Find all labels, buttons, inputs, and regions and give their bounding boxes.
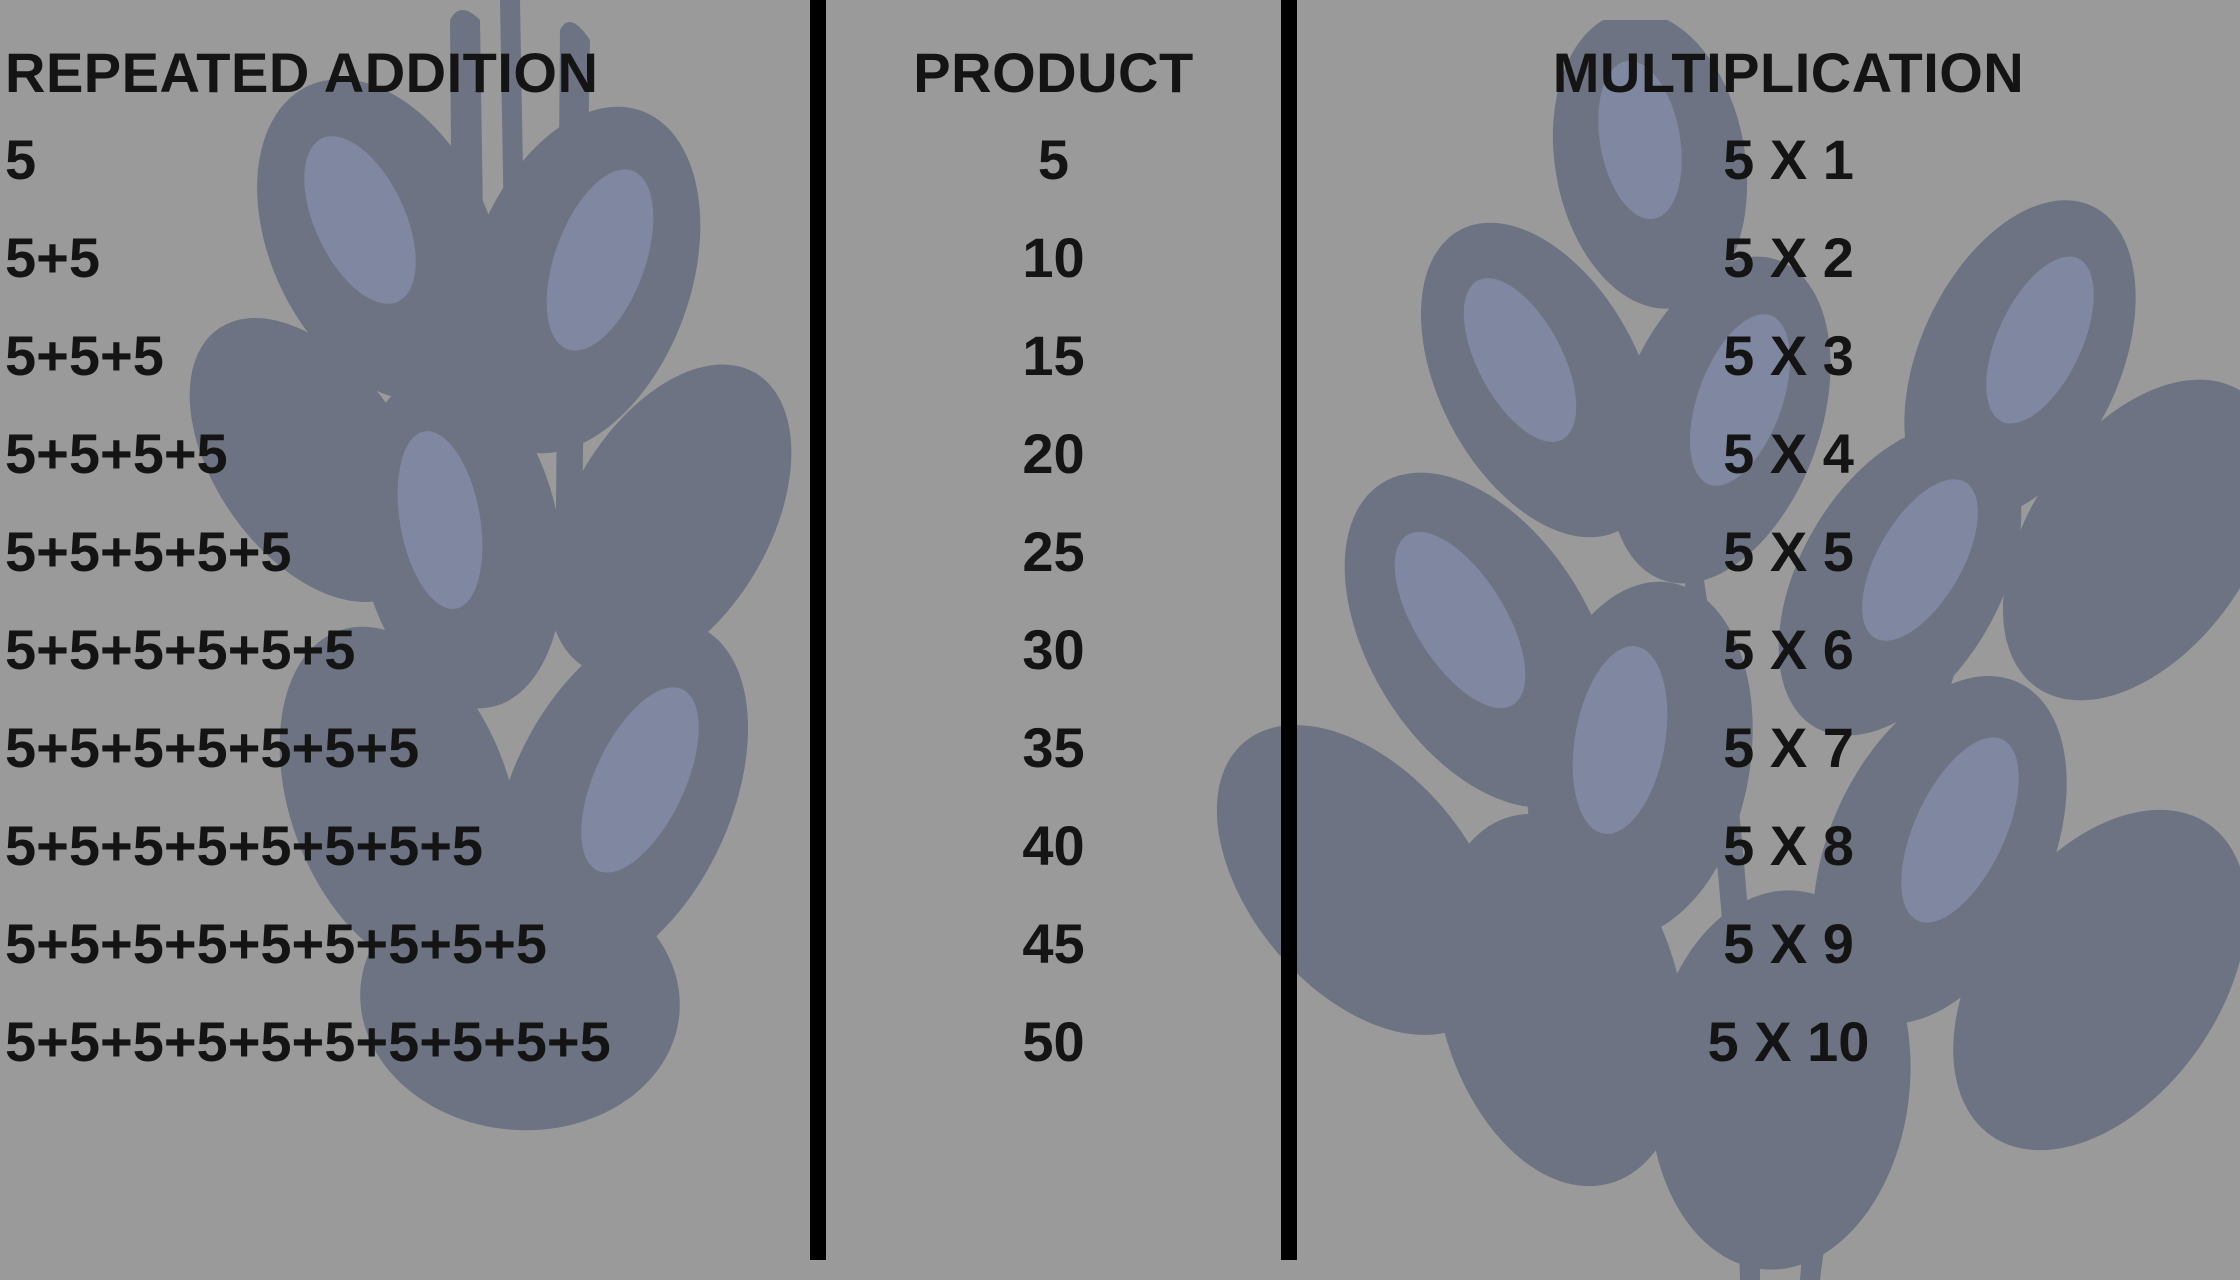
multiplication-row: 5 X 2 (1337, 209, 2240, 307)
product-row: 10 (826, 209, 1281, 307)
header-addition: REPEATED ADDITION (5, 40, 810, 105)
product-row: 35 (826, 699, 1281, 797)
multiplication-row: 5 X 7 (1337, 699, 2240, 797)
addition-row: 5+5+5 (5, 307, 810, 405)
product-row: 20 (826, 405, 1281, 503)
product-row: 40 (826, 797, 1281, 895)
addition-row: 5+5+5+5+5+5 (5, 601, 810, 699)
multiplication-row: 5 X 6 (1337, 601, 2240, 699)
multiplication-row: 5 X 9 (1337, 895, 2240, 993)
header-product: PRODUCT (826, 40, 1281, 105)
addition-row: 5 (5, 111, 810, 209)
multiplication-row: 5 X 5 (1337, 503, 2240, 601)
product-row: 25 (826, 503, 1281, 601)
addition-row: 5+5 (5, 209, 810, 307)
product-row: 15 (826, 307, 1281, 405)
multiplication-row: 5 X 3 (1337, 307, 2240, 405)
multiplication-row: 5 X 8 (1337, 797, 2240, 895)
addition-row: 5+5+5+5+5+5+5 (5, 699, 810, 797)
column-multiplication: MULTIPLICATION 5 X 1 5 X 2 5 X 3 5 X 4 5… (1297, 0, 2240, 1260)
product-row: 45 (826, 895, 1281, 993)
addition-row: 5+5+5+5+5 (5, 503, 810, 601)
column-product: PRODUCT 5 10 15 20 25 30 35 40 45 50 (826, 0, 1281, 1260)
addition-row: 5+5+5+5+5+5+5+5+5 (5, 895, 810, 993)
multiplication-row: 5 X 4 (1337, 405, 2240, 503)
product-row: 5 (826, 111, 1281, 209)
multiplication-row: 5 X 10 (1337, 993, 2240, 1091)
table-wrapper: REPEATED ADDITION 5 5+5 5+5+5 5+5+5+5 5+… (0, 0, 2240, 1260)
multiplication-row: 5 X 1 (1337, 111, 2240, 209)
addition-row: 5+5+5+5+5+5+5+5 (5, 797, 810, 895)
vertical-divider (1281, 0, 1297, 1260)
column-addition: REPEATED ADDITION 5 5+5 5+5+5 5+5+5+5 5+… (0, 0, 810, 1260)
product-row: 30 (826, 601, 1281, 699)
header-multiplication: MULTIPLICATION (1337, 40, 2240, 105)
addition-row: 5+5+5+5 (5, 405, 810, 503)
addition-row: 5+5+5+5+5+5+5+5+5+5 (5, 993, 810, 1091)
product-row: 50 (826, 993, 1281, 1091)
vertical-divider (810, 0, 826, 1260)
